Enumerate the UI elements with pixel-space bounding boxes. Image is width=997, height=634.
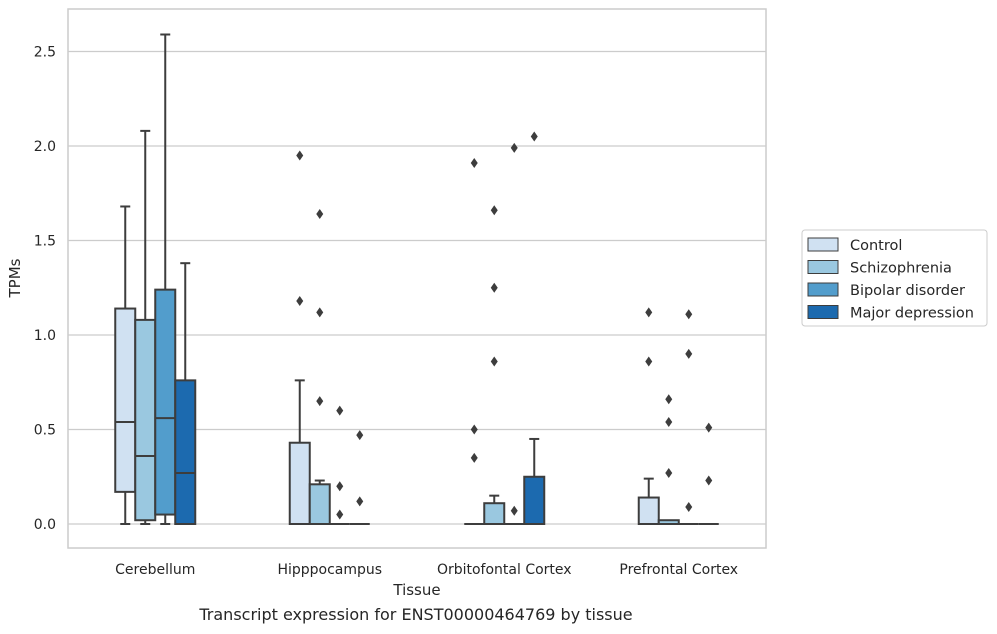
outlier-point — [685, 348, 693, 359]
box-body — [288, 441, 311, 526]
box-body — [308, 483, 331, 525]
box-schizophrenia — [308, 209, 331, 525]
box-body — [523, 475, 546, 525]
y-tick-label: 0.5 — [34, 423, 56, 439]
box-schizophrenia — [134, 129, 157, 525]
outlier-point — [490, 282, 498, 293]
legend-label: Schizophrenia — [850, 261, 952, 277]
box-control — [637, 307, 660, 526]
legend-swatch — [807, 282, 839, 297]
box-body — [154, 288, 177, 516]
box-body — [174, 379, 197, 525]
outlier-point — [316, 396, 324, 407]
outlier-point — [336, 509, 344, 520]
box-major-depression — [174, 262, 197, 525]
outlier-point — [296, 295, 304, 306]
outlier-point — [685, 309, 693, 320]
legend-label: Major depression — [850, 306, 974, 322]
outlier-point — [316, 307, 324, 318]
box-body — [134, 318, 157, 522]
outlier-point — [510, 505, 518, 516]
y-tick-label: 2.0 — [34, 139, 56, 155]
outlier-point — [336, 405, 344, 416]
y-tick-labels: 0.0 0.5 1.0 1.5 2.0 2.5 — [34, 45, 56, 534]
box-bipolar-disorder — [678, 309, 699, 525]
legend-swatch — [807, 305, 839, 319]
outlier-point — [645, 356, 653, 367]
y-tick-label: 2.5 — [34, 45, 56, 61]
box-major-depression — [349, 430, 370, 525]
box-body — [483, 502, 506, 525]
legend-swatch — [807, 260, 839, 274]
plot-frame — [67, 8, 767, 549]
box-body — [637, 496, 660, 526]
outlier-point — [645, 307, 653, 318]
outlier-point — [296, 150, 304, 161]
box-control — [464, 158, 485, 525]
outlier-point — [705, 475, 713, 486]
chart-caption: Transcript expression for ENST0000046476… — [199, 605, 633, 624]
box-bipolar-disorder — [329, 405, 350, 525]
y-axis-label: TPMs — [6, 258, 24, 298]
x-axis-label: Tissue — [392, 581, 440, 599]
legend-label: Bipolar disorder — [850, 283, 965, 299]
box-bipolar-disorder — [504, 142, 525, 525]
outlier-point — [336, 481, 344, 492]
box-major-depression — [698, 422, 719, 525]
outlier-point — [470, 424, 478, 435]
legend-swatch — [807, 237, 839, 252]
outlier-point — [356, 496, 364, 507]
outlier-point — [356, 430, 364, 441]
outlier-point — [530, 131, 538, 142]
box-layer — [114, 33, 719, 526]
y-tick-label: 1.0 — [34, 328, 56, 344]
outlier-point — [665, 467, 673, 478]
box-schizophrenia — [483, 205, 506, 525]
box-control — [288, 150, 311, 526]
boxplot-chart: 0.0 0.5 1.0 1.5 2.0 2.5 Cerebellum Hipppocampu… — [6, 8, 988, 599]
outlier-point — [665, 416, 673, 427]
box-major-depression — [523, 131, 546, 525]
x-tick-label: Prefrontal Cortex — [619, 562, 738, 578]
legend-frame — [801, 229, 988, 327]
x-tick-labels: Cerebellum Hipppocampus Orbitofontal Corte… — [115, 562, 738, 578]
box-schizophrenia — [657, 394, 680, 525]
legend-label: Control — [850, 238, 902, 254]
outlier-point — [705, 422, 713, 433]
outlier-point — [470, 452, 478, 463]
outlier-point — [685, 501, 693, 512]
outlier-point — [510, 142, 518, 153]
x-tick-label: Hipppocampus — [277, 562, 382, 578]
x-tick-label: Orbitofontal Cortex — [437, 562, 572, 578]
box-body — [114, 307, 137, 493]
y-tick-label: 1.5 — [34, 234, 56, 250]
outlier-point — [490, 205, 498, 216]
legend: Control Schizophrenia Bipolar disorder Majo… — [801, 229, 988, 327]
outlier-point — [490, 356, 498, 367]
box-bipolar-disorder — [154, 33, 177, 525]
box-control — [114, 205, 137, 525]
outlier-point — [470, 158, 478, 169]
x-tick-label: Cerebellum — [115, 562, 195, 578]
outlier-point — [316, 209, 324, 220]
y-tick-label: 0.0 — [34, 517, 56, 533]
outlier-point — [665, 394, 673, 405]
